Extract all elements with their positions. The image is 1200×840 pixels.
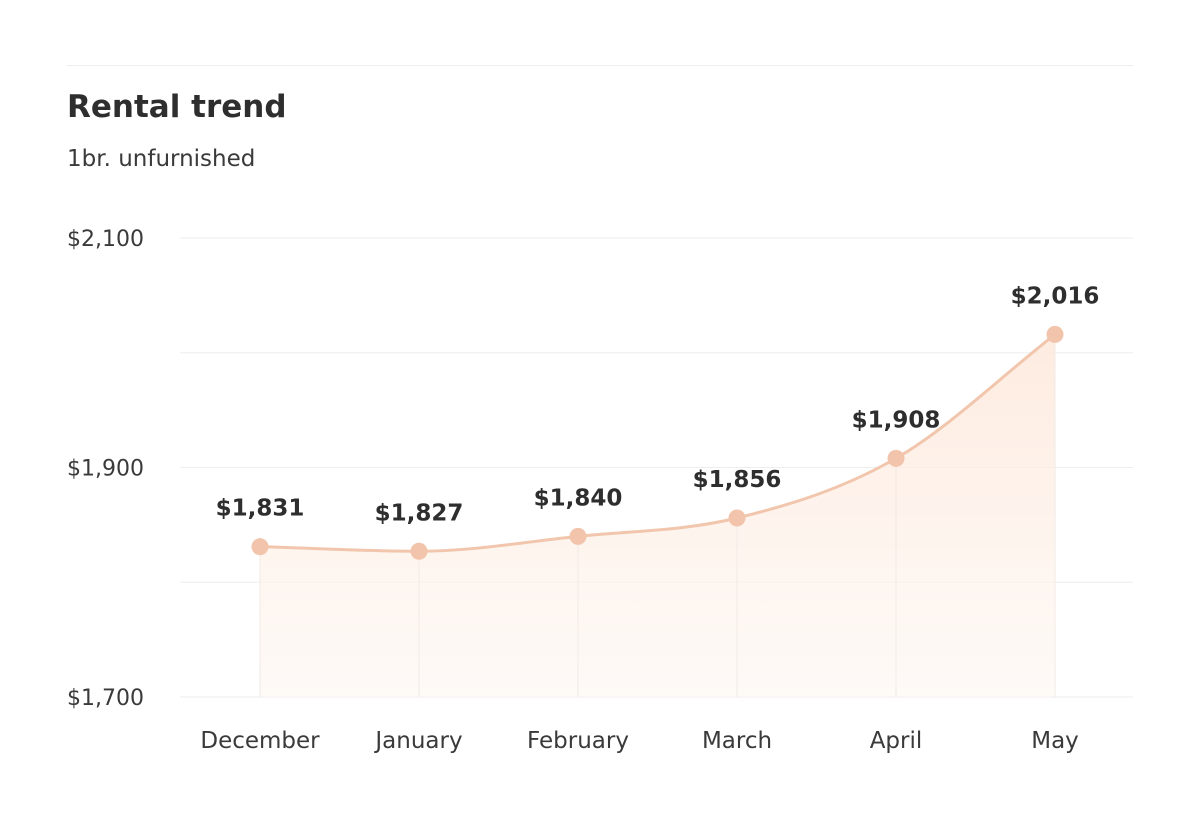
chart-title: Rental trend	[67, 89, 287, 125]
data-labels: $1,831 $1,827 $1,840 $1,856 $1,908 $2,016	[216, 283, 1100, 526]
trend-line	[258, 332, 1057, 553]
y-axis-ticks: $1,700 $1,900 $2,100	[67, 227, 144, 711]
data-point[interactable]	[1046, 325, 1064, 343]
trend-line-group	[258, 332, 1057, 553]
x-tick-label: December	[200, 728, 320, 754]
area-fill-shape	[260, 334, 1055, 697]
x-tick-label: January	[373, 728, 462, 754]
data-point[interactable]	[410, 542, 428, 560]
x-tick-label: February	[527, 728, 629, 754]
x-tick-label: March	[702, 728, 772, 754]
data-point[interactable]	[887, 449, 905, 467]
data-label: $1,908	[852, 407, 941, 433]
data-point[interactable]	[569, 527, 587, 545]
data-label: $1,831	[216, 496, 305, 522]
data-points	[251, 325, 1064, 560]
x-tick-label: April	[870, 728, 923, 754]
data-point[interactable]	[728, 509, 746, 527]
x-tick-label: May	[1031, 728, 1079, 754]
data-label: $1,856	[693, 467, 782, 493]
drop-lines	[259, 334, 1056, 697]
data-label: $1,840	[534, 485, 623, 511]
y-tick-label: $1,900	[67, 457, 144, 482]
y-tick-label: $2,100	[67, 227, 144, 252]
data-point[interactable]	[251, 538, 269, 556]
top-divider	[67, 65, 1133, 66]
y-tick-label: $1,700	[67, 686, 144, 711]
data-label: $1,827	[375, 500, 464, 526]
chart-subtitle: 1br. unfurnished	[67, 146, 256, 172]
data-label: $2,016	[1011, 283, 1100, 309]
area-fill	[260, 334, 1055, 697]
x-axis-ticks: December January February March April May	[200, 728, 1078, 754]
